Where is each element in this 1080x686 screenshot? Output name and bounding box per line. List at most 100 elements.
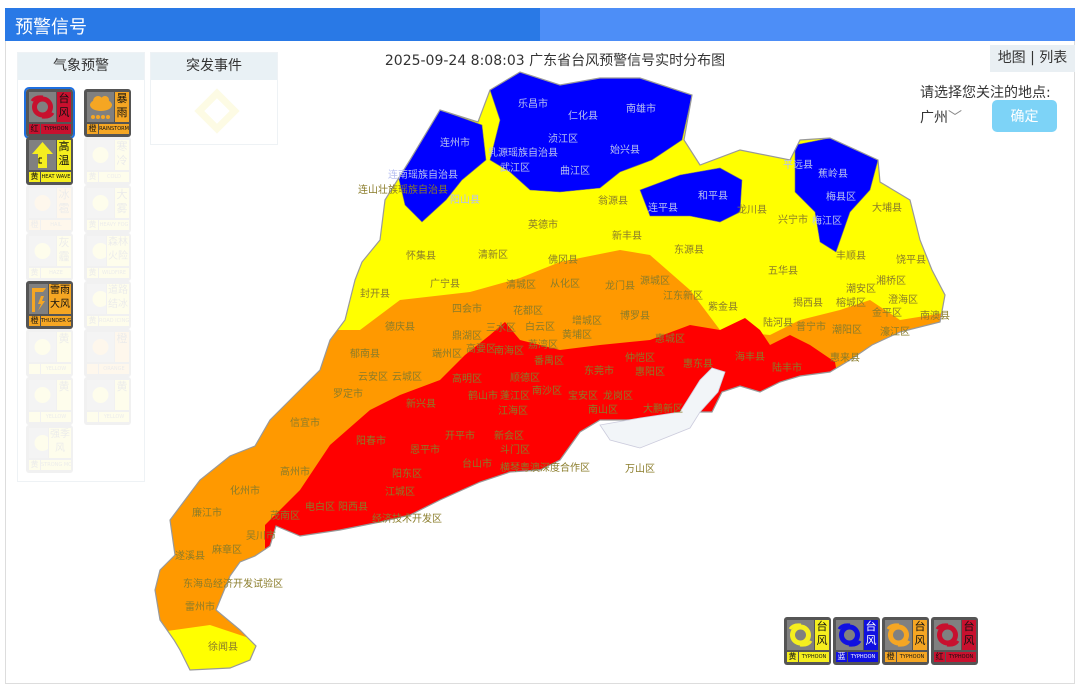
warning-icon-yellow[interactable]: 黄 YELLOW xyxy=(26,377,73,425)
map-label-county[interactable]: 德庆县 xyxy=(385,320,415,333)
map-label-county[interactable]: 徐闻县 xyxy=(208,640,238,653)
map-label-county[interactable]: 揭西县 xyxy=(793,296,823,309)
map-label-county[interactable]: 曲江区 xyxy=(560,165,590,177)
map-label-county[interactable]: 江海区 xyxy=(498,404,528,417)
map-label-county[interactable]: 连山壮族瑶族自治县 xyxy=(358,183,448,196)
map-label-county[interactable]: 江东新区 xyxy=(663,289,703,302)
map-label-county[interactable]: 东莞市 xyxy=(584,364,614,377)
map-label-county[interactable]: 龙岗区 xyxy=(603,389,633,402)
map-label-county[interactable]: 番禺区 xyxy=(534,355,564,367)
map-label-county[interactable]: 饶平县 xyxy=(896,253,926,266)
map-label-county[interactable]: 普宁市 xyxy=(796,320,826,333)
map-label-county[interactable]: 三水区 xyxy=(486,322,516,334)
map-label-county[interactable]: 怀集县 xyxy=(406,249,436,262)
map-label-county[interactable]: 新丰县 xyxy=(612,229,642,242)
map-label-county[interactable]: 斗门区 xyxy=(500,443,530,456)
map-label-county[interactable]: 惠城区 xyxy=(655,332,685,345)
map-label-county[interactable]: 海丰县 xyxy=(735,350,765,363)
map-label-county[interactable]: 武江区 xyxy=(500,161,530,174)
map-label-county[interactable]: 遂溪县 xyxy=(175,549,205,562)
map-label-county[interactable]: 陆河县 xyxy=(763,316,793,329)
map-label-county[interactable]: 平远县 xyxy=(783,159,813,171)
map-label-county[interactable]: 惠东县 xyxy=(683,357,713,370)
map-label-county[interactable]: 广宁县 xyxy=(430,277,460,290)
warning-icon-typhoon[interactable]: 台风 蓝 TYPHOON xyxy=(833,617,880,665)
map-label-county[interactable]: 高州市 xyxy=(280,465,310,478)
warning-icon-hail[interactable]: 冰雹 橙 HAIL xyxy=(26,185,73,233)
map-label-county[interactable]: 花都区 xyxy=(513,304,543,317)
map-label-county[interactable]: 博罗县 xyxy=(620,309,650,322)
warning-icon-haze[interactable]: 灰霾 黄 HAZE xyxy=(26,233,73,281)
map-label-county[interactable]: 廉江市 xyxy=(192,506,222,519)
map-label-county[interactable]: 云安区 xyxy=(358,370,388,383)
map-label-county[interactable]: 连平县 xyxy=(648,201,678,214)
map-label-county[interactable]: 兴宁市 xyxy=(778,213,808,226)
map-label-county[interactable]: 蕉岭县 xyxy=(818,167,848,180)
map-label-county[interactable]: 惠来县 xyxy=(830,351,860,364)
map-label-county[interactable]: 仲恺区 xyxy=(625,351,655,364)
map-label-county[interactable]: 翁源县 xyxy=(598,194,628,207)
warning-icon-yellow[interactable]: 黄 YELLOW xyxy=(84,377,131,425)
map-label-county[interactable]: 江城区 xyxy=(385,486,415,498)
map-label-county[interactable]: 南雄市 xyxy=(626,102,656,115)
map-label-county[interactable]: 台山市 xyxy=(462,457,492,470)
map-label-county[interactable]: 南海区 xyxy=(494,344,524,357)
city-select[interactable]: 广州﹀ xyxy=(920,107,962,127)
warning-icon-heavy-fog[interactable]: 大雾 黄 HEAVY FOG xyxy=(84,185,131,233)
map-label-county[interactable]: 龙川县 xyxy=(737,203,767,216)
map-label-county[interactable]: 连州市 xyxy=(440,136,470,149)
map-label-county[interactable]: 阳东区 xyxy=(392,467,422,480)
map-label-county[interactable]: 惠阳区 xyxy=(635,365,665,378)
map-label-county[interactable]: 湘桥区 xyxy=(876,274,906,287)
map-label-county[interactable]: 白云区 xyxy=(525,320,555,333)
map-label-county[interactable]: 雷州市 xyxy=(185,600,215,613)
map-label-county[interactable]: 横琴粤澳深度合作区 xyxy=(500,461,590,474)
map-label-county[interactable]: 乐昌市 xyxy=(518,97,548,110)
map-label-county[interactable]: 高明区 xyxy=(452,372,482,385)
map-label-county[interactable]: 潮安区 xyxy=(846,282,876,295)
map-label-county[interactable]: 金平区 xyxy=(872,306,902,319)
map-label-county[interactable]: 增城区 xyxy=(572,314,602,327)
map-label-county[interactable]: 英德市 xyxy=(528,218,558,231)
map-label-county[interactable]: 四会市 xyxy=(452,302,482,315)
warning-icon-typhoon[interactable]: 台风 黄 TYPHOON xyxy=(784,617,831,665)
warning-icon-typhoon[interactable]: 台风 橙 TYPHOON xyxy=(882,617,929,665)
map-label-county[interactable]: 浈江区 xyxy=(548,133,578,145)
map-label-county[interactable]: 电白区 xyxy=(305,500,335,513)
map-label-county[interactable]: 封开县 xyxy=(360,287,390,300)
map-label-county[interactable]: 从化区 xyxy=(550,277,580,290)
map-label-county[interactable]: 蓬江区 xyxy=(500,390,530,402)
map-label-county[interactable]: 仁化县 xyxy=(568,109,598,122)
map-label-county[interactable]: 恩平市 xyxy=(410,443,440,456)
map-label-county[interactable]: 万山区 xyxy=(625,463,655,475)
map-label-county[interactable]: 阳西县 xyxy=(338,501,368,513)
map-label-county[interactable]: 榕城区 xyxy=(836,296,866,309)
map-label-county[interactable]: 高要区 xyxy=(466,342,496,355)
map-label-county[interactable]: 乳源瑶族自治县 xyxy=(488,146,558,159)
map-label-county[interactable]: 麻章区 xyxy=(212,543,242,556)
map-label-county[interactable]: 清新区 xyxy=(478,248,508,261)
map-label-county[interactable]: 五华县 xyxy=(768,264,798,277)
map-label-county[interactable]: 源城区 xyxy=(640,274,670,287)
map-label-county[interactable]: 澄海区 xyxy=(888,293,918,306)
warning-icon-typhoon[interactable]: 台风 红 TYPHOON xyxy=(24,87,75,139)
map-label-county[interactable]: 始兴县 xyxy=(610,143,640,156)
map-label-county[interactable]: 梅县区 xyxy=(826,190,856,203)
map-label-county[interactable]: 黄埔区 xyxy=(562,328,592,341)
map-label-county[interactable]: 和平县 xyxy=(698,190,728,202)
map-label-county[interactable]: 荔湾区 xyxy=(528,338,558,351)
warning-icon-yellow[interactable]: 黄 YELLOW xyxy=(26,329,73,377)
warning-icon-rainstorm[interactable]: 暴雨 橙 RAINSTORM xyxy=(84,89,131,137)
map-label-county[interactable]: 丰顺县 xyxy=(836,249,866,262)
map-label-county[interactable]: 罗定市 xyxy=(333,387,363,400)
map-label-county[interactable]: 郁南县 xyxy=(350,347,380,360)
warning-icon-orange[interactable]: 橙 ORANGE xyxy=(84,329,131,377)
tab-weather[interactable]: 气象预警 xyxy=(18,53,144,80)
map-label-county[interactable]: 大埔县 xyxy=(872,201,902,214)
tab-emergency[interactable]: 突发事件 xyxy=(151,53,277,80)
map-label-county[interactable]: 大鹏新区 xyxy=(643,402,683,415)
map-label-county[interactable]: 开平市 xyxy=(445,429,475,442)
warning-icon-typhoon[interactable]: 台风 红 TYPHOON xyxy=(931,617,978,665)
